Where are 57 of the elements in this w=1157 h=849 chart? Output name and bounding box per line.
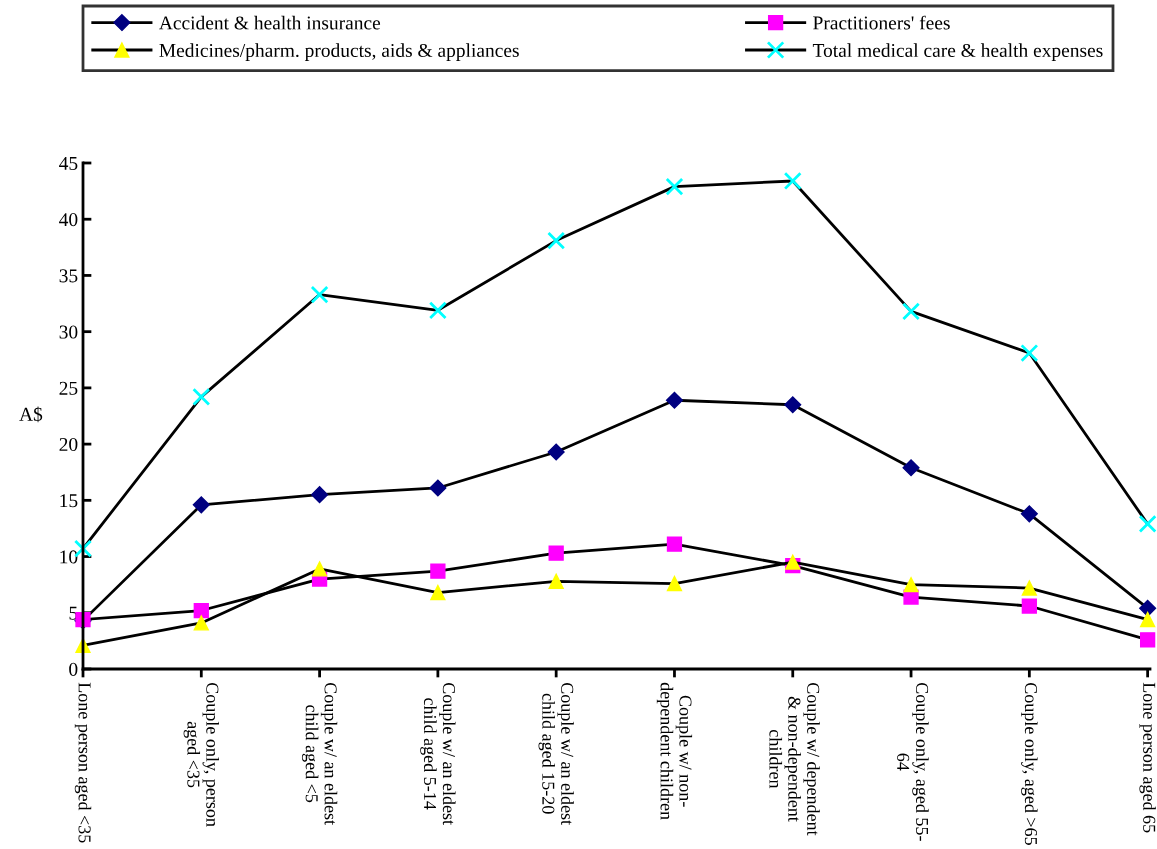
x-tick-label: Couple only, aged >65 [1021, 682, 1038, 845]
point [193, 615, 209, 631]
point [1021, 598, 1037, 614]
point [902, 302, 921, 321]
point [192, 387, 211, 406]
y-tick-label: 15 [60, 494, 78, 508]
y-tick-label: 0 [69, 662, 78, 676]
x-tick-label: Couple w/ dependent & non-dependent children [769, 682, 820, 836]
point [902, 459, 920, 477]
x-tick-label: Lone person aged 65 [1139, 682, 1156, 833]
point [430, 563, 446, 579]
point [547, 231, 566, 250]
point [1138, 514, 1157, 533]
point [666, 575, 683, 592]
point [1020, 344, 1039, 363]
y-tick-label: 25 [59, 381, 78, 395]
point [1021, 580, 1037, 596]
point [429, 479, 447, 497]
x-tick-label: Couple only, person aged <35 [183, 682, 219, 827]
point [430, 584, 446, 601]
y-tick-label: 10 [60, 550, 78, 564]
point [311, 561, 328, 577]
y-tick-label: 20 [59, 437, 78, 452]
point [311, 486, 329, 504]
point [193, 602, 209, 619]
point [903, 577, 919, 593]
y-tick-label: 35 [59, 269, 78, 283]
y-tick-label: 40 [59, 213, 78, 227]
x-tick-label: Lone person aged <35 [74, 682, 92, 843]
legend-label: Accident & health insurance [159, 15, 381, 30]
point [548, 545, 564, 561]
point [310, 285, 329, 304]
point [548, 573, 564, 589]
y-tick-label: 45 [59, 156, 78, 170]
legend-label: Practitioners' fees [813, 15, 950, 30]
y-tick-label: 30 [59, 325, 78, 339]
point [666, 536, 683, 552]
point [428, 301, 447, 320]
point [1139, 632, 1156, 648]
x-tick-label: Couple w/ an eldest child aged 15-20 [538, 682, 574, 825]
point [665, 177, 684, 196]
x-tick-label: Couple w/ non- dependent children [656, 682, 693, 820]
legend-label: Total medical care & health expenses [812, 43, 1103, 61]
point [783, 171, 802, 191]
point [665, 391, 684, 409]
point [1139, 611, 1156, 628]
x-tick-label: Couple w/ an eldest child aged 5-14 [420, 682, 456, 825]
point [1020, 505, 1038, 523]
x-tick-label: Couple only, aged 55- 64 [897, 682, 929, 841]
point [1139, 599, 1157, 617]
point [547, 443, 565, 461]
legend-label: Medicines/pharm. products, aids & appliances [159, 43, 519, 61]
x-tick-label: Couple w/ an eldest child aged <5 [301, 682, 338, 825]
point [192, 496, 210, 514]
y-axis-title: A$ [19, 406, 43, 423]
point [785, 554, 801, 570]
point [784, 396, 802, 414]
